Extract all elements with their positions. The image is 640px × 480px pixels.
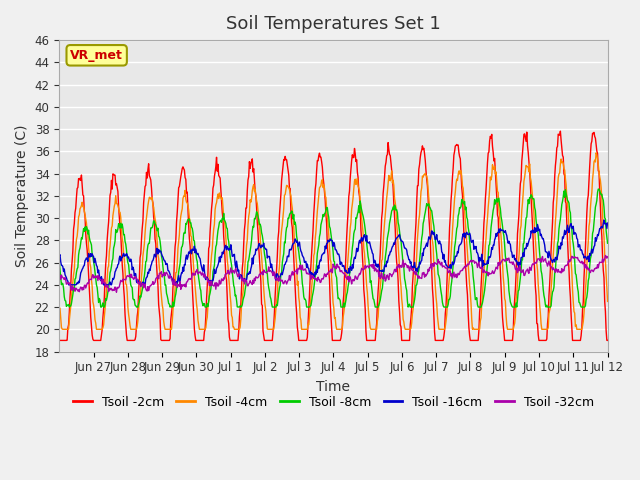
Tsoil -8cm <box>604 240 611 246</box>
Tsoil -8cm <box>248 228 256 234</box>
Tsoil -32cm <box>390 266 398 272</box>
Tsoil -4cm <box>56 305 63 311</box>
Legend: Tsoil -2cm, Tsoil -4cm, Tsoil -8cm, Tsoil -16cm, Tsoil -32cm: Tsoil -2cm, Tsoil -4cm, Tsoil -8cm, Tsoi… <box>68 391 599 414</box>
Tsoil -2cm <box>390 201 397 206</box>
Tsoil -2cm <box>268 337 276 343</box>
Tsoil -4cm <box>269 326 277 332</box>
Line: Tsoil -4cm: Tsoil -4cm <box>60 153 607 329</box>
Line: Tsoil -2cm: Tsoil -2cm <box>60 131 607 340</box>
Tsoil -8cm <box>97 304 104 310</box>
Text: VR_met: VR_met <box>70 49 123 62</box>
Tsoil -8cm <box>595 186 602 192</box>
Line: Tsoil -16cm: Tsoil -16cm <box>60 220 607 285</box>
Tsoil -4cm <box>421 170 429 176</box>
Tsoil -32cm <box>120 276 128 282</box>
Tsoil -4cm <box>59 326 67 332</box>
Tsoil -32cm <box>113 289 120 295</box>
Tsoil -32cm <box>421 272 429 277</box>
Tsoil -32cm <box>269 273 277 278</box>
X-axis label: Time: Time <box>316 380 351 394</box>
Tsoil -2cm <box>120 285 127 290</box>
Tsoil -8cm <box>390 202 398 208</box>
Tsoil -2cm <box>56 337 63 343</box>
Tsoil -2cm <box>248 158 255 164</box>
Tsoil -8cm <box>120 232 128 238</box>
Tsoil -16cm <box>248 255 256 261</box>
Tsoil -16cm <box>120 253 128 259</box>
Tsoil -16cm <box>65 282 72 288</box>
Tsoil -16cm <box>269 269 277 275</box>
Tsoil -4cm <box>604 299 611 304</box>
Tsoil -8cm <box>269 304 277 310</box>
Line: Tsoil -8cm: Tsoil -8cm <box>60 189 607 307</box>
Tsoil -4cm <box>248 188 256 194</box>
Tsoil -2cm <box>221 243 228 249</box>
Tsoil -4cm <box>592 150 600 156</box>
Tsoil -16cm <box>221 243 229 249</box>
Tsoil -4cm <box>221 224 229 229</box>
Line: Tsoil -32cm: Tsoil -32cm <box>60 255 607 292</box>
Tsoil -32cm <box>56 275 63 281</box>
Tsoil -32cm <box>221 272 229 277</box>
Tsoil -16cm <box>600 217 608 223</box>
Tsoil -16cm <box>56 253 63 259</box>
Tsoil -32cm <box>602 252 609 258</box>
Tsoil -2cm <box>604 337 611 343</box>
Tsoil -4cm <box>120 257 128 263</box>
Title: Soil Temperatures Set 1: Soil Temperatures Set 1 <box>226 15 441 33</box>
Tsoil -4cm <box>390 195 398 201</box>
Tsoil -8cm <box>421 209 429 215</box>
Tsoil -2cm <box>557 128 564 134</box>
Y-axis label: Soil Temperature (C): Soil Temperature (C) <box>15 125 29 267</box>
Tsoil -16cm <box>604 220 611 226</box>
Tsoil -2cm <box>420 151 428 156</box>
Tsoil -16cm <box>390 241 398 247</box>
Tsoil -32cm <box>248 282 256 288</box>
Tsoil -16cm <box>421 244 429 250</box>
Tsoil -32cm <box>604 254 611 260</box>
Tsoil -8cm <box>56 259 63 265</box>
Tsoil -8cm <box>221 218 229 224</box>
